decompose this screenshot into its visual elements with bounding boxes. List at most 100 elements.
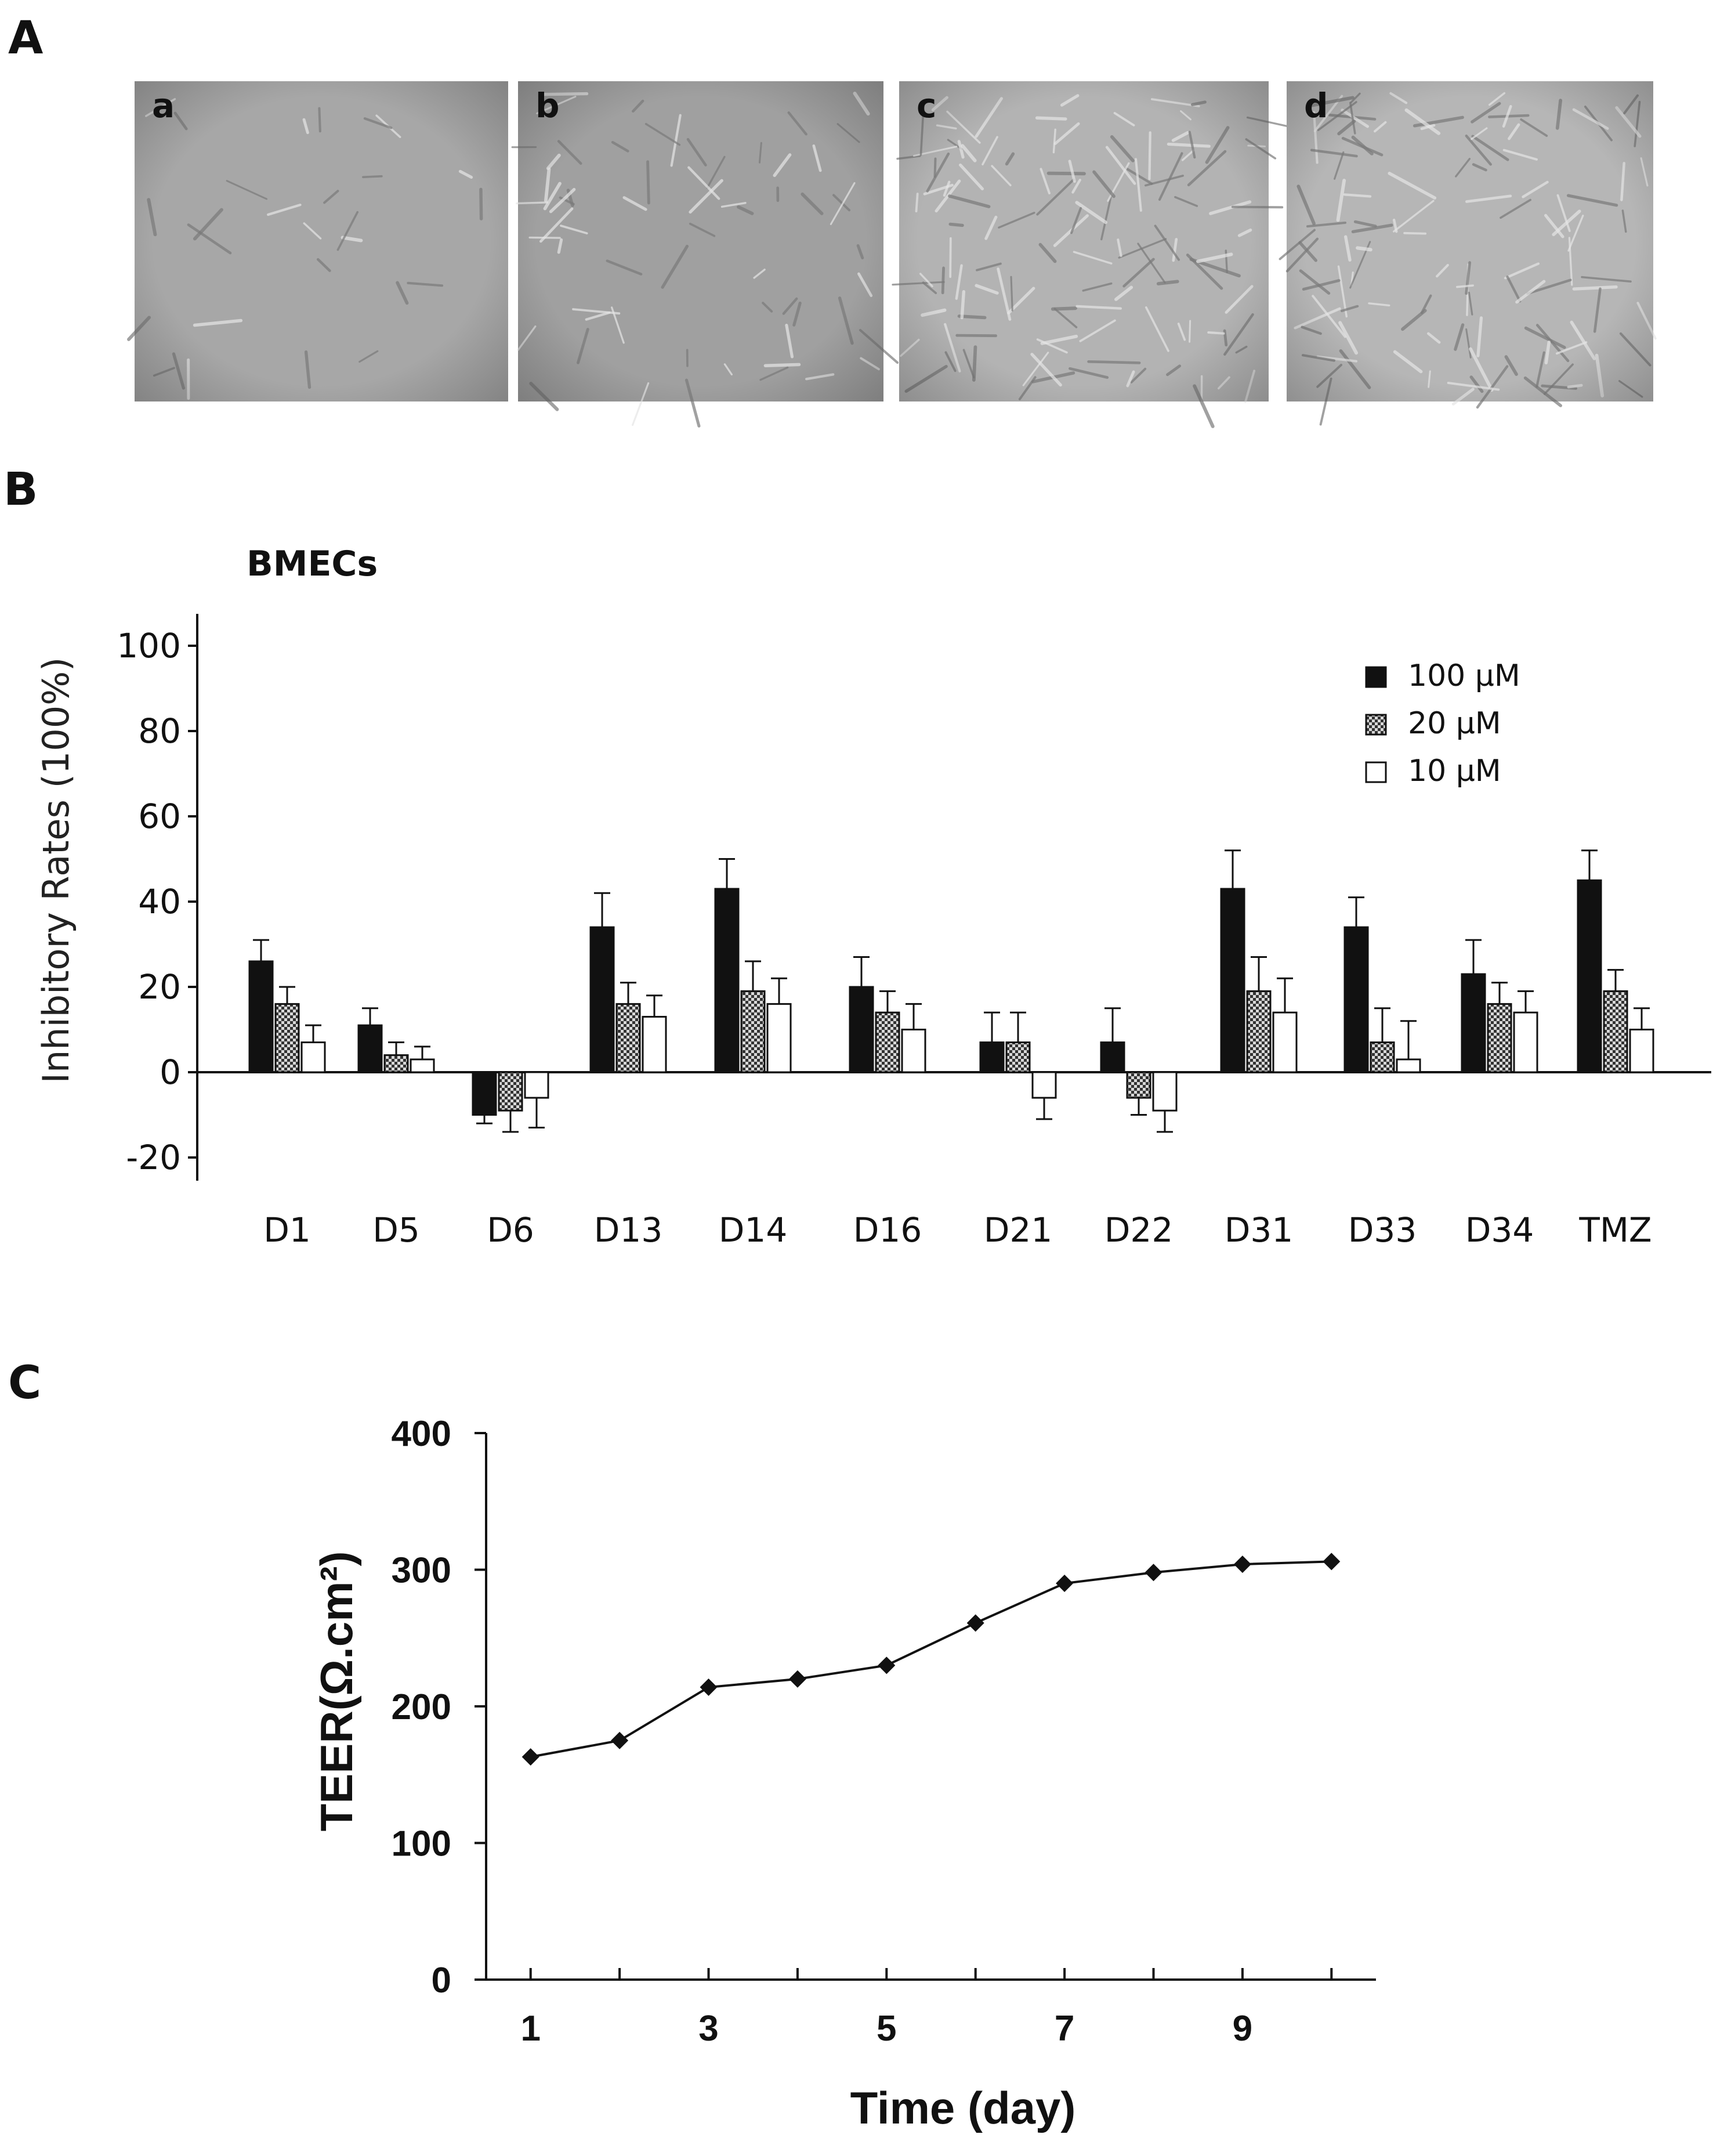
chart-title: BMECs — [247, 544, 378, 584]
bar-D33-s1 — [1370, 1041, 1395, 1073]
micrograph-label: a — [152, 86, 175, 125]
series-line — [530, 1560, 1332, 1759]
y-tick-label: 40 — [138, 882, 181, 921]
bar-D22-s2 — [1152, 1071, 1178, 1112]
bar-D1-s1 — [274, 1003, 300, 1073]
panel-letter-b: B — [3, 464, 38, 516]
panel-letter-a: A — [8, 12, 43, 64]
bar-D22-s0 — [1100, 1041, 1125, 1073]
bar-D13-s2 — [642, 1015, 667, 1073]
bar-D16-s0 — [849, 986, 874, 1073]
x-tick-label: D31 — [1225, 1210, 1293, 1250]
data-point — [1233, 1555, 1251, 1573]
x-tick-label: D5 — [372, 1210, 420, 1250]
bar-chart-bmecs: BMECs Inhibitory Rates (100%) 100 μM 20 μ… — [35, 544, 1711, 1250]
bar-D16-s2 — [901, 1029, 926, 1073]
x-tick-label: D22 — [1104, 1210, 1173, 1250]
micrograph-label: b — [535, 86, 560, 125]
y-tick-label: 20 — [138, 967, 181, 1007]
bar-D1-s0 — [248, 960, 274, 1073]
micrograph-a: a — [127, 81, 508, 401]
teer-line — [530, 1560, 1332, 1759]
x-tick-label: 5 — [877, 2009, 896, 2049]
bar-D31-s2 — [1272, 1011, 1298, 1073]
x-tick-label: D1 — [263, 1210, 311, 1250]
bar-D31-s1 — [1246, 990, 1272, 1073]
bar-D21-s0 — [979, 1041, 1005, 1073]
legend-swatch — [1365, 761, 1387, 783]
y-tick-labels: 0 100 200 300 400 — [392, 1414, 451, 2001]
x-tick-label: 7 — [1055, 2009, 1074, 2049]
bar-D21-s2 — [1031, 1071, 1057, 1099]
bar-TMZ-s1 — [1603, 990, 1628, 1073]
vignette — [135, 81, 508, 401]
data-points — [521, 1553, 1341, 1766]
y-tick-label: 0 — [432, 1960, 451, 2001]
data-point — [966, 1614, 984, 1632]
x-tick-label: D6 — [487, 1210, 534, 1250]
x-axis-label: Time (day) — [850, 2082, 1076, 2133]
data-point — [878, 1656, 896, 1674]
data-point — [1323, 1553, 1341, 1571]
x-tick-label: D34 — [1465, 1210, 1534, 1250]
x-tick-label: D13 — [594, 1210, 662, 1250]
x-tick-label: D21 — [984, 1210, 1052, 1250]
micrograph-label: c — [917, 86, 936, 125]
bar-D34-s0 — [1461, 973, 1486, 1073]
data-point — [1056, 1575, 1074, 1593]
bar-D13-s1 — [615, 1003, 641, 1073]
axes — [188, 614, 1711, 1181]
legend: 100 μM 20 μM 10 μM — [1365, 659, 1520, 788]
data-point — [1145, 1564, 1162, 1582]
y-tick-label: 60 — [138, 797, 181, 836]
bar-D13-s0 — [589, 926, 615, 1073]
bar-D33-s2 — [1396, 1058, 1421, 1073]
y-tick-label: 0 — [160, 1052, 181, 1092]
bar-TMZ-s0 — [1577, 879, 1602, 1073]
data-point — [521, 1748, 539, 1766]
x-tick-label: 1 — [520, 2009, 540, 2049]
legend-label: 20 μM — [1408, 706, 1501, 741]
bar-D16-s1 — [875, 1011, 900, 1073]
bar-D34-s2 — [1513, 1011, 1538, 1073]
x-tick-label: D16 — [853, 1210, 922, 1250]
vignette — [518, 81, 883, 401]
y-tick-label: 300 — [392, 1551, 451, 1591]
y-tick-label: 100 — [392, 1824, 451, 1864]
bar-D21-s1 — [1005, 1041, 1031, 1073]
y-tick-label: 400 — [392, 1414, 451, 1454]
legend-label: 10 μM — [1408, 754, 1501, 788]
bar-D6-s1 — [498, 1071, 523, 1112]
y-tick-label: 80 — [138, 711, 181, 751]
bars — [248, 849, 1654, 1133]
y-axis-label: TEER(Ω.cm²) — [311, 1551, 362, 1832]
bar-D5-s0 — [357, 1024, 383, 1073]
bar-D14-s1 — [740, 990, 766, 1073]
vignette — [1287, 81, 1653, 401]
x-tick-label: D33 — [1348, 1210, 1417, 1250]
bar-D22-s1 — [1126, 1071, 1151, 1099]
y-tick-label: -20 — [126, 1138, 181, 1177]
legend-swatch — [1365, 714, 1387, 736]
y-axis-label: Inhibitory Rates (100%) — [35, 657, 77, 1084]
bar-D34-s1 — [1487, 1003, 1512, 1073]
micrograph-label: d — [1304, 86, 1328, 125]
legend-label: 100 μM — [1408, 659, 1520, 693]
line-chart-teer: TEER(Ω.cm²) Time (day) 1 3 5 7 9 0 100 200 300 4… — [311, 1414, 1376, 2133]
x-tick-label: D14 — [719, 1210, 787, 1250]
axes — [475, 1432, 1376, 1981]
bar-D6-s0 — [472, 1071, 497, 1116]
vignette — [899, 81, 1269, 401]
bar-D14-s0 — [714, 888, 740, 1073]
x-tick-label: 3 — [698, 2009, 718, 2049]
bar-D6-s2 — [524, 1071, 549, 1099]
bar-D31-s0 — [1220, 888, 1245, 1073]
bar-TMZ-s2 — [1629, 1029, 1654, 1073]
x-tick-label: TMZ — [1578, 1210, 1652, 1250]
x-tick-labels: D1 D5 D6 D13 D14 D16 D21 D22 D31 D33 D34 TMZ — [263, 1210, 1652, 1250]
bar-D14-s2 — [766, 1003, 792, 1073]
x-tick-labels: 1 3 5 7 9 — [520, 2009, 1252, 2049]
bar-D5-s2 — [410, 1058, 435, 1073]
micrograph-b: b — [511, 81, 899, 428]
